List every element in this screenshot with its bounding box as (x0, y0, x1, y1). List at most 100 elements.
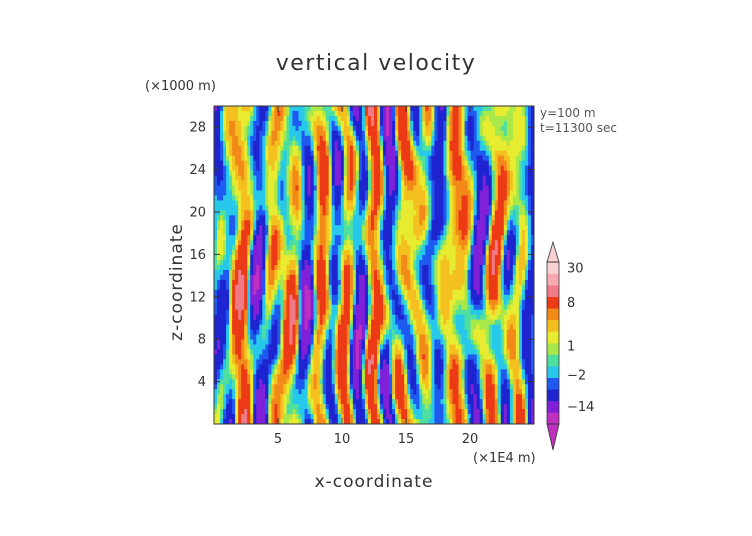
heatmap-cell (383, 190, 387, 197)
heatmap-cell (313, 235, 318, 241)
heatmap-cell (364, 294, 369, 301)
heatmap-cell (380, 195, 384, 202)
heatmap-cell (301, 250, 306, 256)
heatmap-cell (292, 334, 297, 341)
heatmap-cell (244, 294, 248, 301)
heatmap-cell (374, 180, 378, 187)
heatmap-cell (425, 329, 429, 336)
heatmap-cell (271, 230, 275, 236)
heatmap-cell (325, 294, 330, 301)
heatmap-cell (328, 205, 333, 211)
heatmap-cell (398, 175, 402, 182)
heatmap-cell (322, 289, 327, 296)
heatmap-cell (410, 106, 414, 112)
heatmap-cell (346, 195, 351, 202)
heatmap-cell (238, 274, 242, 281)
heatmap-cell (253, 220, 257, 226)
heatmap-cell (455, 250, 460, 256)
heatmap-cell (431, 220, 435, 226)
heatmap-cell (259, 215, 263, 221)
heatmap-cell (455, 130, 460, 137)
heatmap-cell (262, 314, 266, 321)
heatmap-cell (355, 110, 360, 117)
heatmap-cell (280, 279, 285, 286)
heatmap-cell (389, 269, 393, 276)
heatmap-cell (488, 314, 493, 321)
heatmap-cell (241, 185, 245, 192)
heatmap-cell (509, 185, 514, 192)
heatmap-cell (515, 145, 520, 152)
heatmap-cell (262, 195, 266, 202)
heatmap-cell (280, 190, 285, 197)
heatmap-cell (422, 175, 426, 182)
heatmap-cell (223, 274, 227, 281)
heatmap-cell (277, 115, 282, 122)
heatmap-cell (485, 334, 490, 341)
heatmap-cell (313, 125, 318, 132)
heatmap-cell (446, 150, 451, 157)
heatmap-cell (431, 150, 435, 157)
heatmap-cell (404, 220, 408, 226)
heatmap-cell (304, 125, 309, 132)
heatmap-cell (337, 145, 342, 152)
heatmap-cell (440, 155, 445, 162)
heatmap-cell (250, 269, 254, 276)
heatmap-cell (377, 269, 381, 276)
heatmap-cell (446, 235, 451, 241)
heatmap-cell (316, 200, 321, 206)
heatmap-cell (428, 230, 432, 236)
heatmap-cell (401, 115, 405, 122)
heatmap-cell (247, 190, 251, 197)
heatmap-cell (440, 185, 445, 192)
heatmap-cell (503, 240, 508, 246)
heatmap-cell (434, 150, 438, 157)
heatmap-cell (467, 279, 472, 286)
heatmap-cell (241, 240, 245, 246)
heatmap-cell (410, 274, 414, 281)
heatmap-cell (301, 210, 306, 216)
heatmap-cell (334, 215, 339, 221)
heatmap-cell (506, 255, 511, 261)
heatmap-cell (322, 230, 327, 236)
heatmap-cell (404, 279, 408, 286)
heatmap-cell (295, 299, 300, 306)
heatmap-cell (328, 334, 333, 341)
heatmap-cell (343, 125, 348, 132)
heatmap-cell (395, 255, 399, 261)
heatmap-cell (431, 120, 435, 127)
heatmap-cell (238, 304, 242, 311)
heatmap-cell (440, 265, 445, 271)
heatmap-cell (491, 155, 496, 162)
heatmap-cell (416, 110, 420, 117)
heatmap-cell (313, 289, 318, 296)
heatmap-cell (524, 115, 529, 122)
heatmap-cell (443, 235, 448, 241)
heatmap-cell (389, 235, 393, 241)
heatmap-cell (524, 106, 529, 112)
heatmap-cell (253, 120, 257, 127)
heatmap-cell (416, 314, 420, 321)
heatmap-cell (380, 294, 384, 301)
heatmap-cell (319, 260, 324, 266)
heatmap-cell (389, 329, 393, 336)
heatmap-cell (458, 269, 463, 276)
heatmap-cell (497, 299, 502, 306)
heatmap-cell (274, 269, 278, 276)
heatmap-cell (392, 180, 396, 187)
heatmap-cell (443, 165, 448, 172)
heatmap-cell (274, 200, 278, 206)
heatmap-cell (259, 115, 263, 122)
heatmap-cell (434, 284, 438, 291)
heatmap-cell (503, 165, 508, 172)
heatmap-cell (358, 225, 363, 231)
heatmap-cell (355, 260, 360, 266)
heatmap-cell (328, 165, 333, 172)
heatmap-cell (431, 165, 435, 172)
heatmap-cell (380, 250, 384, 256)
heatmap-cell (422, 235, 426, 241)
heatmap-cell (449, 324, 454, 331)
heatmap-cell (226, 279, 230, 286)
heatmap-cell (521, 106, 526, 112)
heatmap-cell (265, 120, 269, 127)
heatmap-cell (455, 255, 460, 261)
